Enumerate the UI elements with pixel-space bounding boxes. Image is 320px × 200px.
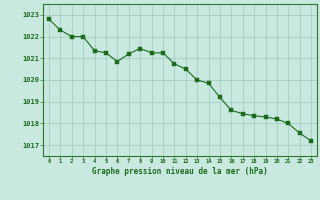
X-axis label: Graphe pression niveau de la mer (hPa): Graphe pression niveau de la mer (hPa)	[92, 167, 268, 176]
